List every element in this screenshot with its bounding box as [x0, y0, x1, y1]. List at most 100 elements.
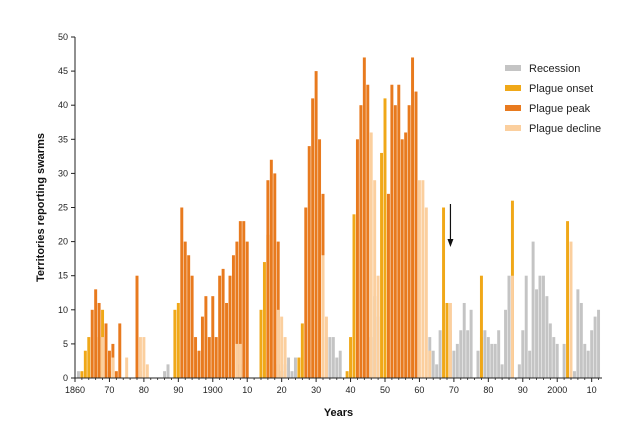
bar-onset-1949 [380, 152, 384, 378]
bar-peak-1873 [118, 323, 122, 378]
bar-peak-1954 [397, 84, 401, 379]
x-tick-label-1980: 80 [483, 385, 493, 395]
legend-label-onset: Plague onset [529, 83, 593, 95]
bar-decline-1932 [321, 255, 325, 378]
bar-recession-1886 [163, 371, 167, 378]
bar-onset-1941 [352, 214, 356, 378]
x-tick-label-1950: 50 [380, 385, 390, 395]
bar-peak-1894 [190, 275, 194, 378]
bar-decline-1987 [510, 275, 514, 378]
bar-onset-1864 [87, 337, 91, 378]
bar-onset-1915 [262, 262, 266, 378]
bar-peak-1957 [407, 105, 411, 378]
bar-decline-1879 [138, 337, 142, 378]
bar-peak-1907 [235, 241, 239, 378]
bar-recession-2000 [555, 343, 559, 378]
bar-decline-1907 [235, 343, 239, 378]
bar-onset-1890 [176, 302, 180, 378]
bar-recession-2007 [579, 302, 583, 378]
legend-swatch-recession [505, 65, 521, 71]
bar-peak-1916 [266, 180, 270, 378]
x-tick-label-1960: 60 [414, 385, 424, 395]
bar-recession-1936 [335, 357, 339, 378]
x-tick-label-1990: 90 [518, 385, 528, 395]
bar-peak-1958 [411, 57, 415, 379]
bar-onset-1939 [345, 371, 349, 378]
bar-peak-1892 [183, 241, 187, 378]
bar-layer [76, 57, 601, 379]
bar-recession-1975 [469, 309, 473, 378]
bar-recession-1923 [290, 371, 294, 378]
bar-recession-2008 [583, 343, 587, 378]
y-tick-label-0: 0 [63, 373, 68, 383]
bar-peak-1942 [355, 139, 359, 378]
bar-recession-1974 [466, 330, 470, 378]
bar-peak-1895 [194, 337, 198, 378]
arrow-head [447, 239, 454, 247]
bar-recession-1998 [548, 323, 552, 378]
bar-onset-1863 [83, 350, 87, 378]
bar-peak-1870 [107, 350, 111, 378]
bar-recession-1997 [545, 296, 549, 378]
x-tick-label-1970: 70 [449, 385, 459, 395]
bar-peak-1891 [180, 207, 184, 378]
x-tick-label-1910: 10 [242, 385, 252, 395]
bar-recession-2006 [576, 289, 580, 378]
y-tick-label-35: 35 [58, 134, 68, 144]
bar-peak-1952 [390, 84, 394, 379]
bar-onset-1968 [445, 302, 449, 378]
bar-recession-1991 [524, 275, 528, 378]
bar-peak-1917 [269, 159, 273, 378]
bar-decline-1962 [424, 207, 428, 378]
bar-peak-1910 [245, 241, 249, 378]
bar-recession-1972 [459, 330, 463, 378]
bar-peak-1901 [214, 337, 218, 378]
bar-peak-1929 [311, 98, 315, 378]
bar-recession-2012 [597, 309, 601, 378]
bar-onset-2003 [566, 221, 570, 378]
bar-peak-1908 [238, 221, 242, 378]
bar-peak-1897 [200, 316, 204, 378]
bar-recession-2009 [586, 350, 590, 378]
bar-decline-1961 [421, 180, 425, 378]
bar-onset-1889 [173, 309, 177, 378]
bar-recession-1935 [331, 337, 335, 378]
y-tick-label-5: 5 [63, 339, 68, 349]
bar-recession-2002 [562, 343, 566, 378]
bar-recession-1984 [500, 364, 504, 378]
bar-recession-1980 [486, 337, 490, 378]
bar-peak-1905 [228, 275, 232, 378]
bar-peak-1899 [207, 337, 211, 378]
bar-peak-1930 [314, 71, 318, 378]
bar-decline-1919 [276, 309, 280, 378]
bar-peak-1955 [400, 139, 404, 378]
bar-recession-1995 [538, 275, 542, 378]
x-tick-label-1920: 20 [277, 385, 287, 395]
legend-swatch-onset [505, 85, 521, 91]
axes [74, 37, 602, 379]
bar-recession-1887 [166, 364, 170, 378]
bar-recession-2010 [590, 330, 594, 378]
bar-peak-1878 [135, 275, 139, 378]
x-tick-label-2010: 10 [587, 385, 597, 395]
bar-peak-1906 [231, 255, 235, 378]
legend-label-decline: Plague decline [529, 123, 601, 135]
bar-peak-1869 [104, 323, 108, 378]
bar-recession-1999 [552, 337, 556, 378]
bar-peak-1918 [273, 173, 277, 378]
bar-decline-1948 [376, 275, 380, 378]
legend: Recession Plague onset Plague peak Plague d… [505, 63, 601, 135]
x-axis-title: Years [324, 407, 353, 419]
bar-recession-1993 [531, 241, 535, 378]
bar-peak-1928 [307, 146, 311, 378]
bar-peak-1893 [187, 255, 191, 378]
y-tick-label-10: 10 [58, 305, 68, 315]
x-tick-label-1880: 80 [139, 385, 149, 395]
x-tick-label-1900: 1900 [203, 385, 223, 395]
legend-swatch-peak [505, 105, 521, 111]
bar-recession-1981 [490, 343, 494, 378]
bar-peak-1956 [404, 132, 408, 378]
bar-recession-1965 [435, 364, 439, 378]
bar-decline-1880 [142, 337, 146, 378]
